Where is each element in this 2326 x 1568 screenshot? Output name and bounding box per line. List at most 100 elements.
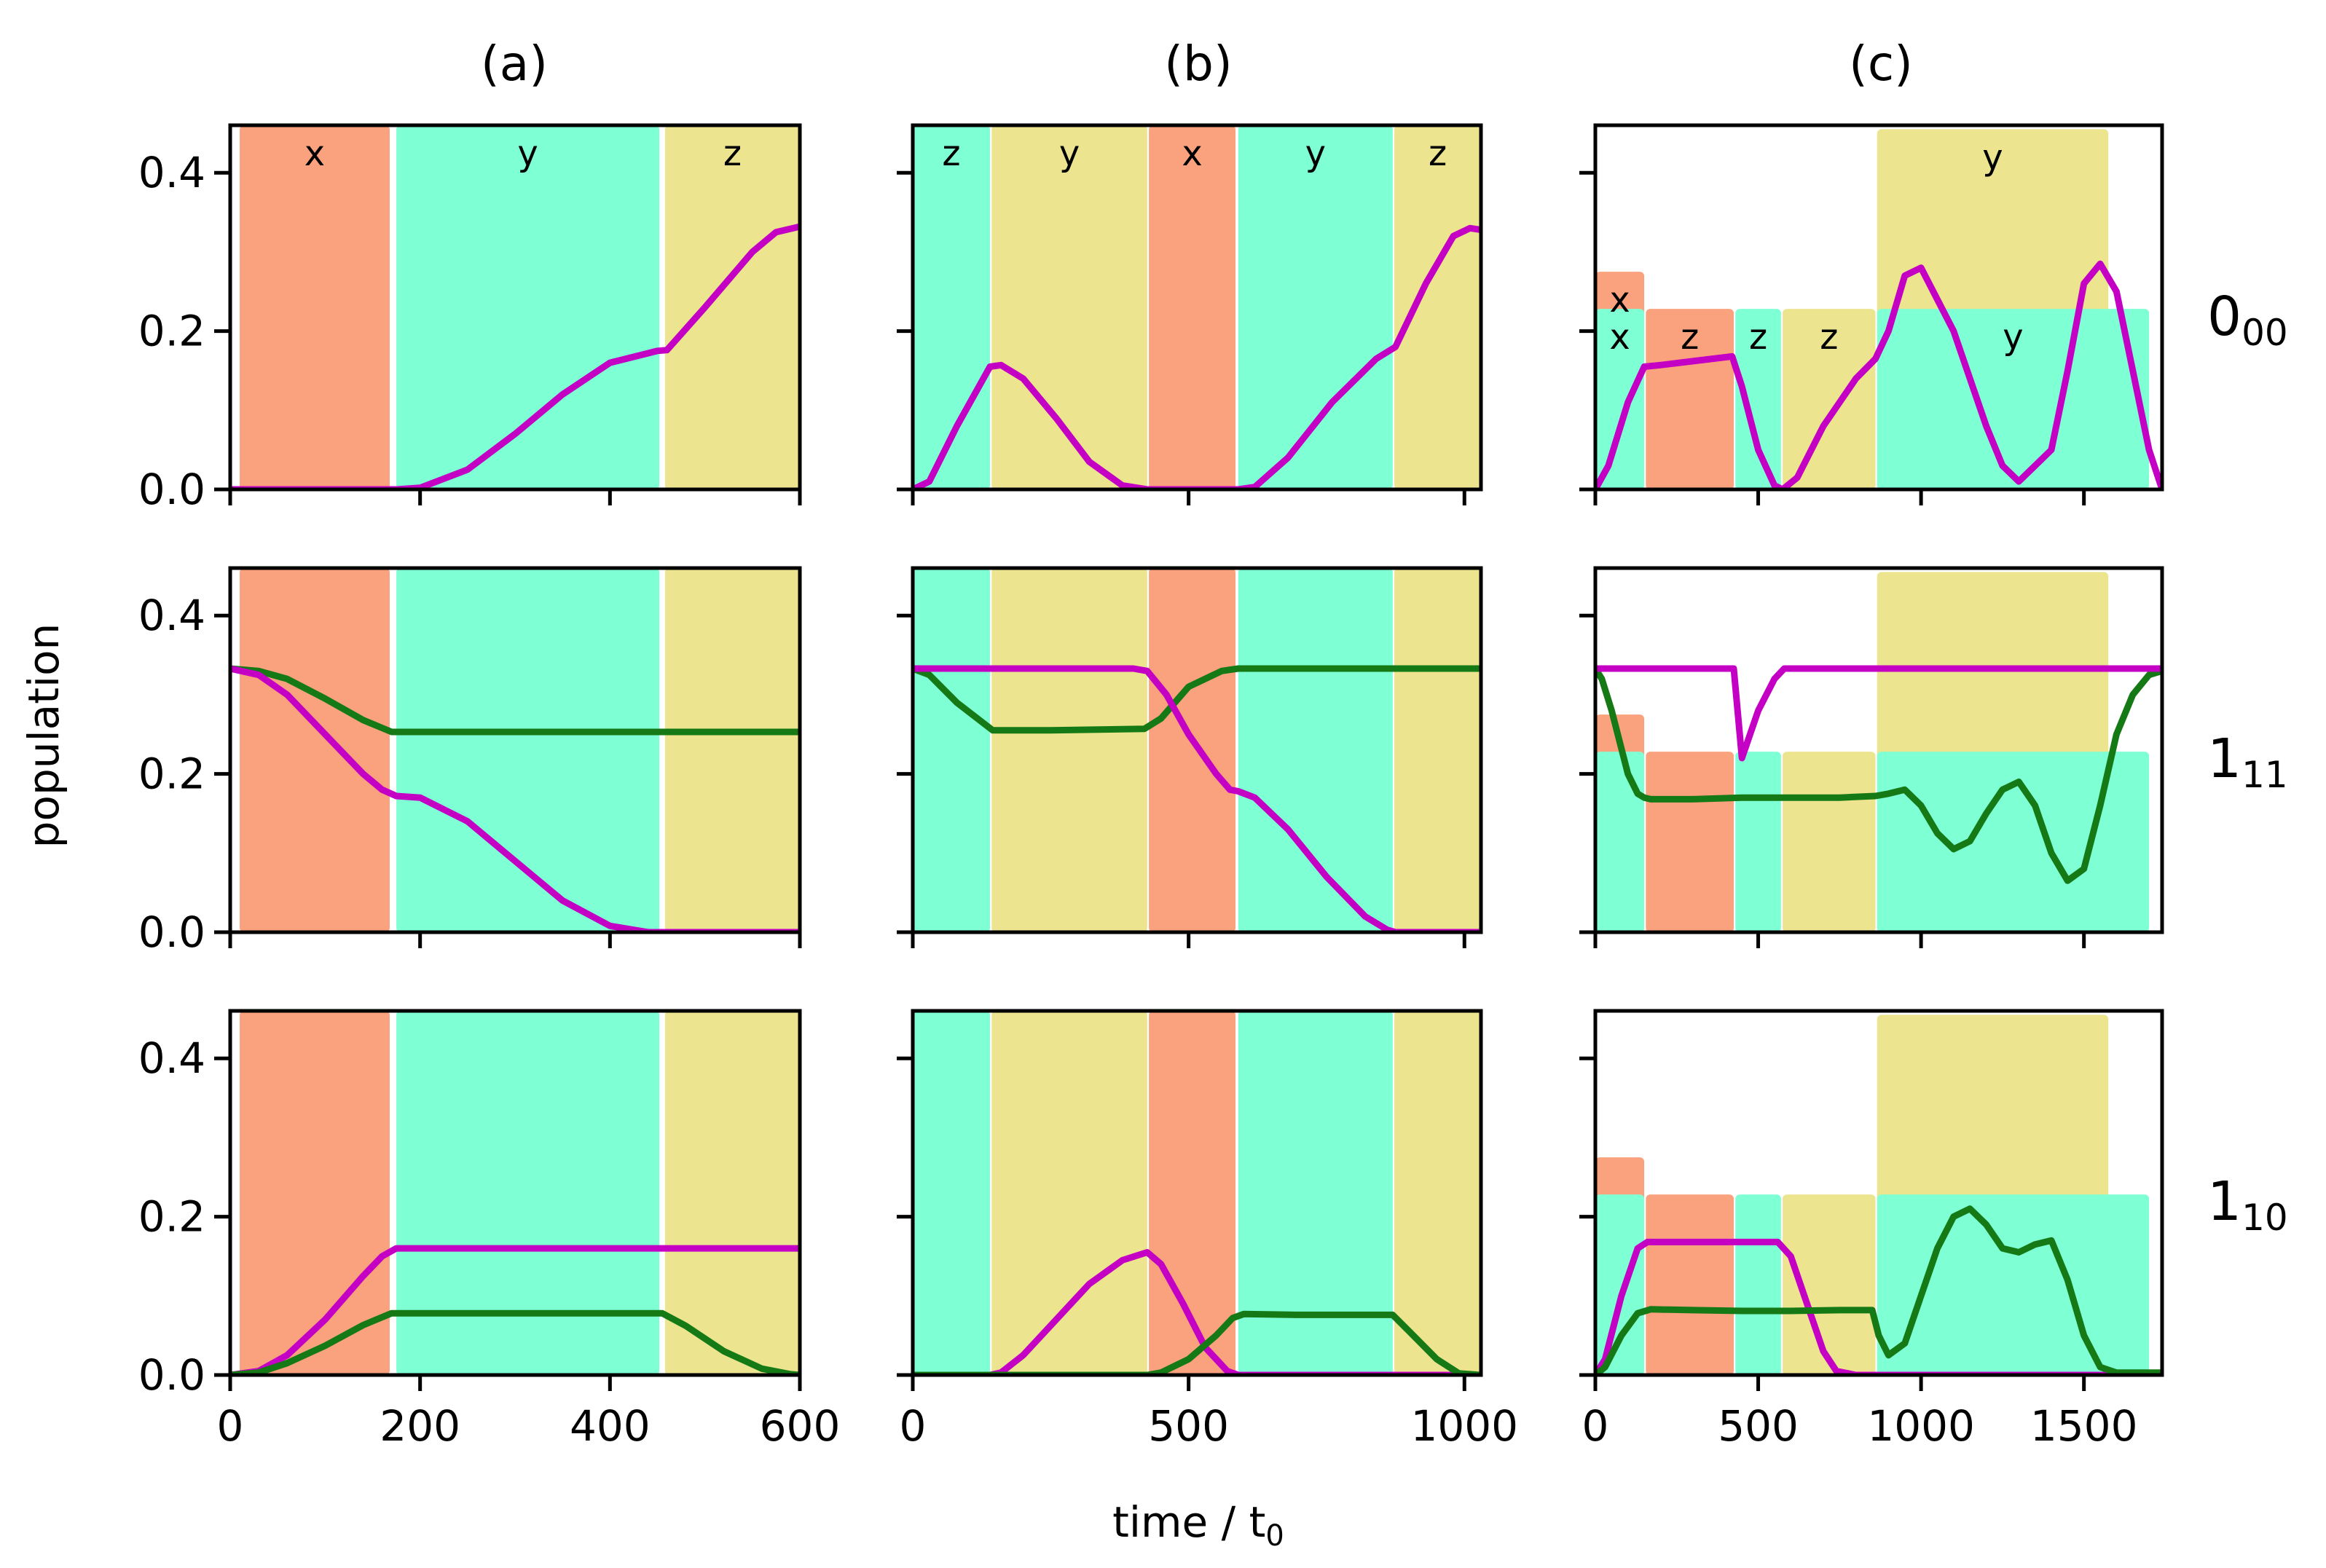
panel-c-row1 [1579, 566, 2164, 948]
panel-c-row2-pulse-1 [1595, 1194, 1645, 1375]
panel-b-row0-pulse-label-2: x [1182, 133, 1202, 174]
panel-a-row2-xtick-label-0: 0 [217, 1401, 244, 1451]
panel-c-row0-pulse-label-5: y [1982, 137, 2003, 178]
panel-c-row1-plot-area [1595, 572, 2162, 932]
panel-a-row2: 0.0 0.2 0.4 0 200 400 600 [138, 1009, 840, 1451]
panel-a-row0-pulse-label-2: z [723, 133, 742, 174]
panel-c-row0-pulse-4 [1783, 309, 1876, 489]
panel-c-row2-pulse-3 [1735, 1194, 1781, 1375]
panel-c-row1-pulse-4 [1783, 752, 1876, 932]
panel-b-row2-pulse-1 [991, 1011, 1147, 1375]
panel-a-row2-ytick-label-1: 0.2 [138, 1192, 205, 1242]
panel-c-row1-series-green [1595, 665, 2162, 884]
panel-a-row1-ytick-label-0: 0.0 [138, 907, 205, 957]
panel-b-row2-series-green [913, 1310, 1481, 1375]
panel-a-row1-ytick-label-1: 0.2 [138, 749, 205, 799]
panel-b-row1-pulse-1 [991, 568, 1147, 932]
panel-b-row0-pulse-label-1: y [1059, 133, 1080, 174]
panel-b-row1-series-magenta [913, 665, 1481, 932]
panel-a-row1-series-green [230, 665, 800, 736]
y-axis-label: population [19, 623, 68, 848]
panel-c-row1-pulse-2 [1646, 752, 1734, 932]
panel-a-row1-plot-area [230, 568, 800, 932]
panel-a-row2-series-green [230, 1309, 800, 1375]
panel-b-row1-pulse-4 [1394, 568, 1481, 932]
panel-a-row0-pulse-2 [664, 125, 800, 489]
panel-b-row0-frame [911, 123, 1483, 492]
panel-a-row2-series-magenta [230, 1245, 800, 1375]
panel-a-row0-plot-area [230, 125, 800, 489]
panel-b-row2-frame [911, 1009, 1483, 1377]
panel-c-row0-pulse-label-2: z [1681, 317, 1699, 358]
panel-a-row2-ytick-label-0: 0.0 [138, 1350, 205, 1400]
row-label-2: 110 [2207, 1170, 2288, 1239]
panel-b-row2-pulse-3 [1238, 1011, 1393, 1375]
panel-c-row2-pulse-2 [1646, 1194, 1734, 1375]
column-title-b: (b) [1164, 36, 1232, 92]
panel-c-row0-pulse-3 [1735, 309, 1781, 489]
panel-b-row0-pulse-1 [991, 125, 1147, 489]
panel-a-row2-frame [228, 1009, 802, 1377]
panel-c-row2-plot-area [1595, 1015, 2162, 1375]
panel-c-row2-series-green [1595, 1205, 2162, 1375]
panel-b-row1-pulse-0 [913, 568, 991, 932]
panel-b-row2-xtick-label-0: 0 [900, 1401, 927, 1451]
panel-b-row0-pulse-label-0: z [942, 133, 960, 174]
panel-b-row0-pulse-4 [1394, 125, 1481, 489]
panel-a-row2-pulse-2 [664, 1011, 800, 1375]
panel-a-row0-ytick-label-1: 0.2 [138, 307, 205, 356]
panel-c-row2: 0 500 1000 1500 [1579, 1009, 2164, 1451]
panel-b-row2-pulse-4 [1394, 1011, 1481, 1375]
panel-c-row2-xtick-label-1: 500 [1718, 1401, 1799, 1451]
panel-c-row2-xtick-label-0: 0 [1582, 1401, 1609, 1451]
panel-c-row1-series-magenta [1595, 665, 2162, 762]
panel-b-row2-xtick-label-1: 500 [1148, 1401, 1229, 1451]
panel-a-row0-ytick-label-2: 0.4 [138, 148, 205, 197]
panel-a-row1-pulse-0 [240, 568, 390, 932]
panel-c-row0-pulse-2 [1646, 309, 1734, 489]
panel-c-row2-frame [1593, 1009, 2164, 1377]
panel-a-row1: 0.0 0.2 0.4 [138, 566, 802, 957]
panel-b-row1 [897, 566, 1483, 948]
panel-b-row1-pulse-2 [1149, 568, 1236, 932]
row-labels: 000 111 110 [2207, 285, 2288, 1239]
column-title-c: (c) [1849, 36, 1913, 92]
panel-b-row0-plot-area [913, 125, 1481, 489]
row-label-1: 111 [2207, 728, 2288, 796]
panel-a-row0-pulse-0 [240, 125, 390, 489]
panel-a-row1-pulse-1 [396, 568, 660, 932]
panel-b-row0-series-magenta [913, 224, 1481, 489]
panel-b-row1-frame [911, 566, 1483, 934]
panel-c-row0: xx z z z y y [1579, 123, 2164, 505]
panel-a-row0-frame [228, 123, 802, 492]
panel-c-row1-pulse-1 [1595, 752, 1645, 932]
panel-b-row0-pulse-2 [1149, 125, 1236, 489]
column-titles: (a) (b) (c) [481, 36, 1913, 92]
panel-b-row2-plot-area [913, 1011, 1481, 1375]
panel-c-row1-pulse-3 [1735, 752, 1781, 932]
panel-b-row0-pulse-3 [1238, 125, 1393, 489]
panel-b-row2-series-magenta [913, 1249, 1481, 1375]
panel-c-row0-frame [1593, 123, 2164, 492]
panel-c-row0-pulse-label-6: y [2003, 317, 2023, 358]
panel-c-row2-xtick-label-3: 1500 [2030, 1401, 2138, 1451]
panel-a-row2-pulse-1 [396, 1011, 660, 1375]
panel-b-row0-pulse-label-4: z [1429, 133, 1447, 174]
panel-b-row1-pulse-3 [1238, 568, 1393, 932]
panel-c-row2-pulse-4 [1783, 1194, 1876, 1375]
panel-c-row0-pulse-label-3: z [1749, 317, 1767, 358]
column-title-a: (a) [481, 36, 548, 92]
panel-a-row1-pulse-2 [664, 568, 800, 932]
panel-a-row2-xtick-label-1: 200 [380, 1401, 460, 1451]
panel-c-row2-xtick-label-2: 1000 [1867, 1401, 1975, 1451]
panel-a-row0-pulse-label-0: x [304, 133, 325, 174]
panel-a-row1-frame [228, 566, 802, 934]
panel-a-row0-ytick-label-0: 0.0 [138, 465, 205, 514]
panel-a-row0-pulse-label-1: y [517, 133, 538, 174]
panel-b-row0-pulse-label-3: y [1305, 133, 1326, 174]
panel-b-row1-plot-area [913, 568, 1481, 932]
row-label-0: 000 [2207, 285, 2288, 354]
panel-c-row0-plot-area [1595, 129, 2162, 489]
